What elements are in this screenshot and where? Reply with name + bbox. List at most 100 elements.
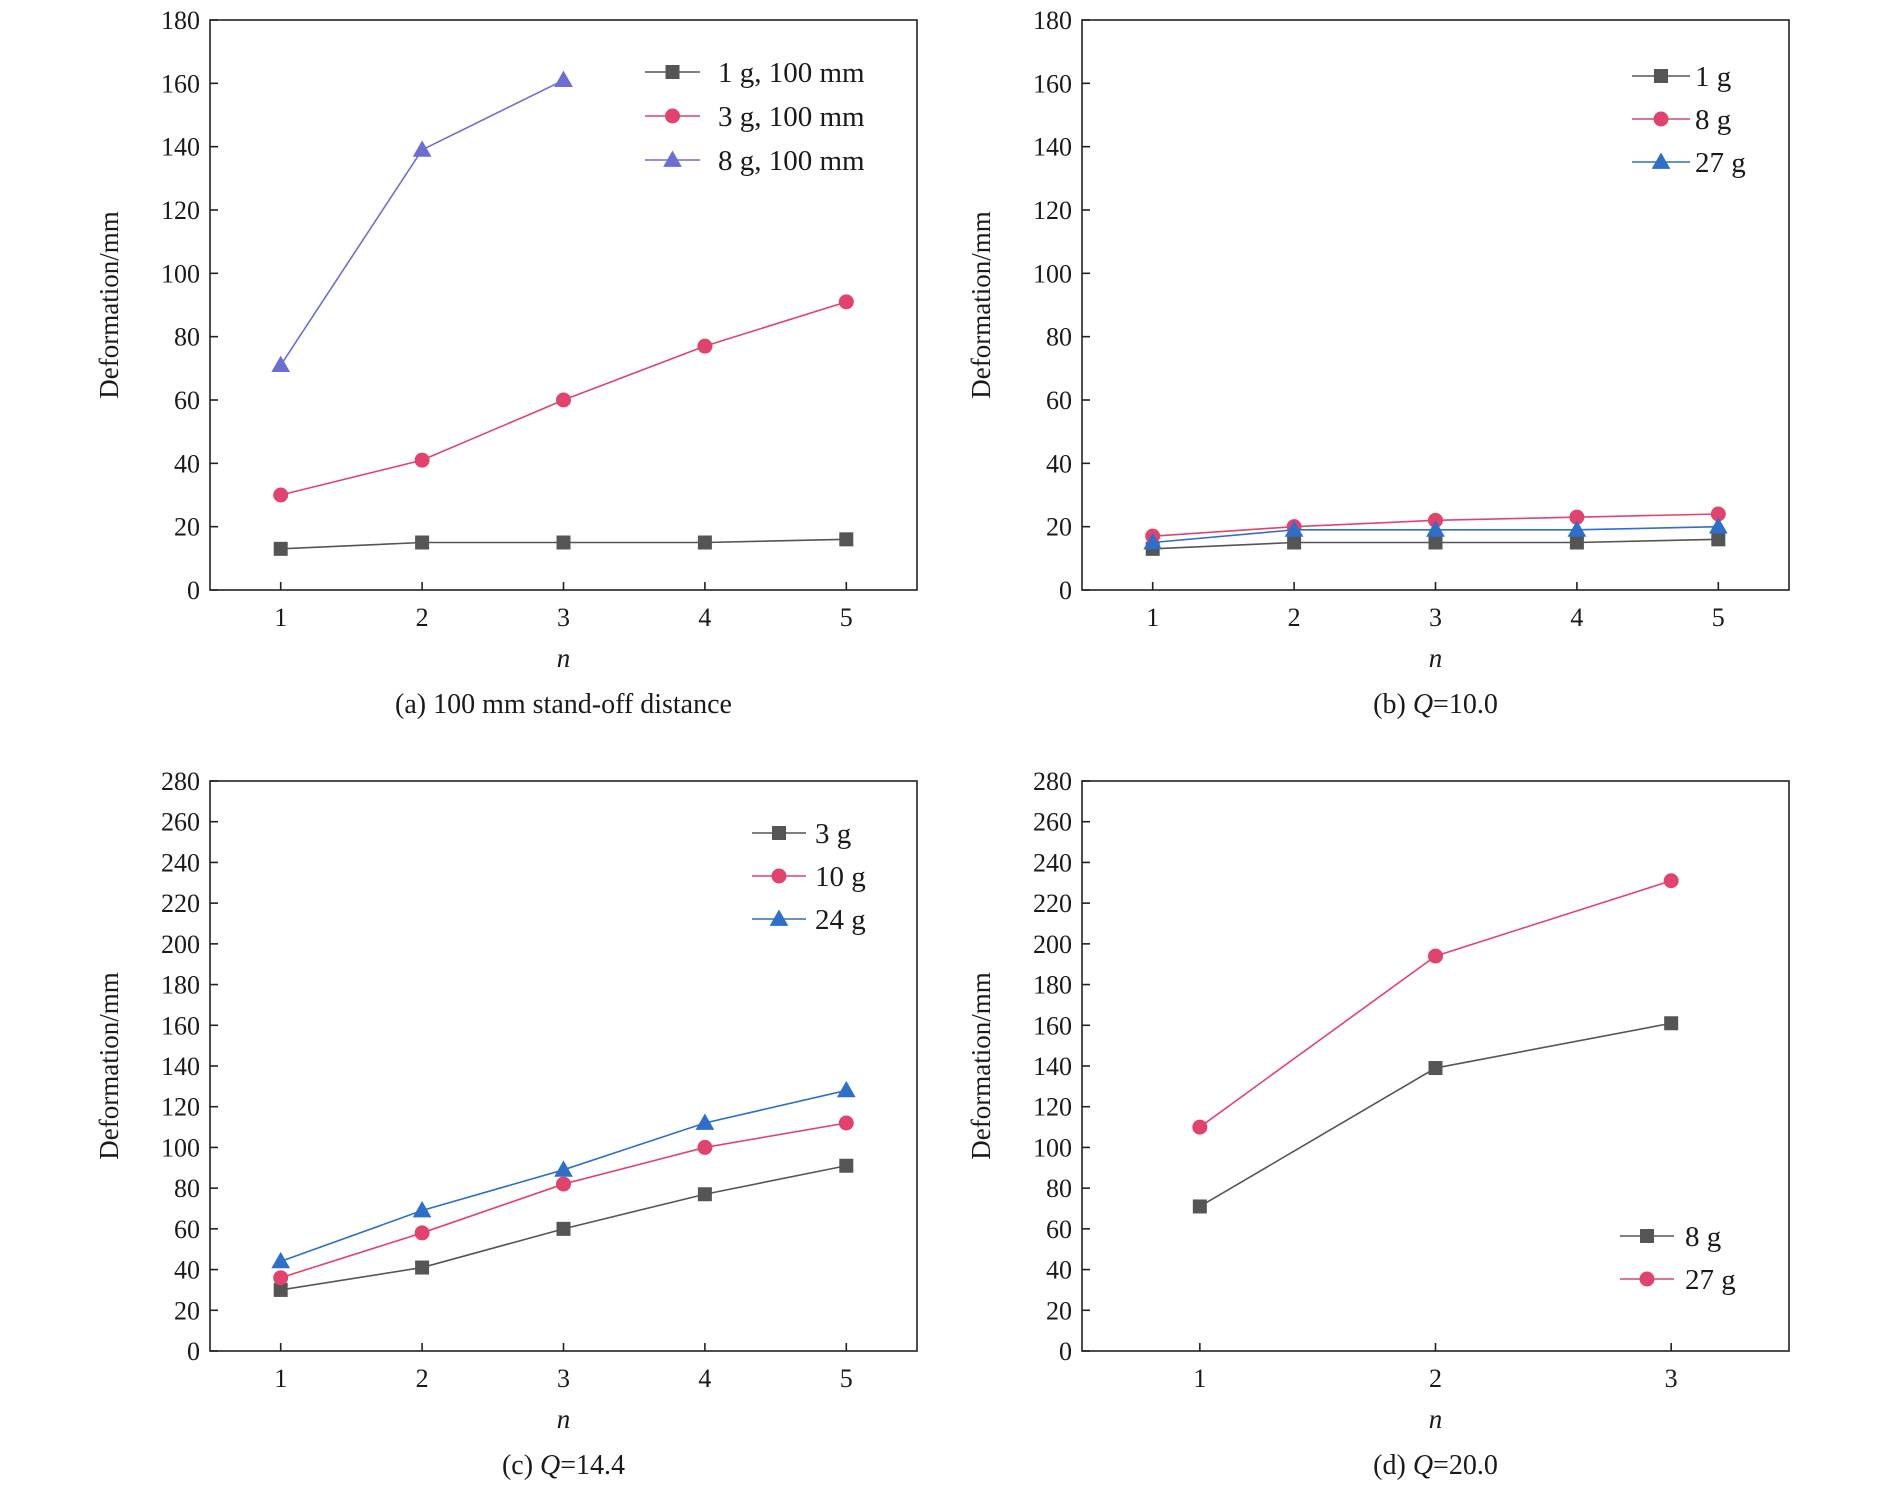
y-tick-label: 180	[1033, 971, 1072, 1000]
legend-marker	[769, 909, 789, 926]
x-tick-label: 2	[1288, 603, 1301, 632]
y-tick-label: 100	[161, 1133, 200, 1162]
legend-label: 1 g	[1695, 61, 1731, 93]
legend: 8 g 27 g	[1620, 1221, 1736, 1296]
plot-frame	[1081, 19, 1790, 591]
data-point	[414, 452, 430, 468]
legend-label: 27 g	[1685, 1264, 1736, 1296]
legend-marker	[1653, 111, 1669, 127]
x-tick-label: 3	[1429, 603, 1442, 632]
series-line	[1199, 1022, 1672, 1208]
legend: 3 g 10 g 24 g	[752, 818, 866, 936]
data-point	[838, 1115, 854, 1131]
legend-marker	[663, 150, 682, 167]
series-d-1	[1192, 1016, 1679, 1214]
data-point	[697, 1187, 712, 1202]
y-tick-label: 160	[1033, 69, 1072, 98]
y-tick-label: 180	[161, 6, 200, 35]
y-tick-label: 40	[174, 1256, 200, 1285]
data-point	[839, 532, 854, 547]
data-point	[697, 338, 713, 354]
y-tick-label: 100	[161, 259, 200, 288]
legend-label: 8 g, 100 mm	[718, 145, 865, 177]
plot-frame	[209, 780, 918, 1352]
legend-marker	[665, 108, 680, 124]
data-point	[415, 1260, 430, 1275]
panel-caption: (d) Q=20.0	[1373, 1450, 1498, 1481]
y-tick-label: 60	[1046, 1215, 1072, 1244]
y-tick-label: 160	[1033, 1011, 1072, 1040]
y-tick-label: 40	[174, 449, 200, 478]
x-tick-label: 2	[416, 1364, 429, 1393]
series-a-2	[273, 294, 854, 503]
legend-label: 8 g	[1685, 1221, 1721, 1253]
data-point	[1663, 873, 1679, 889]
y-tick-label: 180	[161, 971, 200, 1000]
legend-marker	[1639, 1271, 1655, 1287]
series-c-1	[273, 1158, 854, 1297]
y-tick-label: 100	[1033, 1133, 1072, 1162]
data-point	[1143, 532, 1163, 550]
data-point	[556, 1221, 571, 1236]
data-point	[838, 294, 854, 310]
panel-caption: (c) Q=14.4	[502, 1450, 625, 1481]
y-tick-label: 20	[1046, 1296, 1072, 1325]
data-point	[1567, 520, 1587, 537]
x-tick-label: 1	[274, 1364, 287, 1393]
y-axis-label: Deformation/mm	[966, 211, 996, 398]
y-tick-label: 260	[1033, 808, 1072, 837]
legend-marker	[771, 868, 787, 884]
x-axis-label: n	[1429, 643, 1443, 673]
y-tick-label: 160	[161, 69, 200, 98]
data-point	[697, 535, 712, 550]
series-c-2	[273, 1115, 854, 1286]
x-tick-label: 4	[698, 1364, 711, 1393]
legend-label: 24 g	[815, 904, 866, 936]
data-point	[836, 1080, 856, 1098]
data-point	[1569, 535, 1584, 550]
y-tick-label: 160	[161, 1011, 200, 1040]
y-tick-label: 180	[1033, 6, 1072, 35]
data-point	[1287, 535, 1302, 550]
panel-c: 0 20 40 60 80 100 120 140 160 180 200 220 240 260 280 1…	[94, 767, 918, 1481]
x-axis-label: n	[557, 1404, 571, 1434]
y-tick-label: 220	[1033, 889, 1072, 918]
y-tick-label: 140	[161, 133, 200, 162]
y-tick-label: 240	[1033, 848, 1072, 877]
legend: 1 g, 100 mm 3 g, 100 mm 8 g, 100 mm	[645, 57, 865, 177]
y-tick-label: 140	[161, 1052, 200, 1081]
data-point	[273, 1270, 289, 1286]
x-tick-label: 1	[1193, 1364, 1206, 1393]
y-tick-label: 120	[161, 196, 200, 225]
series-a-1	[273, 532, 854, 556]
legend: 1 g 8 g 27 g	[1632, 61, 1746, 179]
data-point	[412, 140, 432, 157]
data-point	[1711, 532, 1726, 547]
series-line	[280, 1122, 847, 1279]
y-tick-label: 120	[161, 1093, 200, 1122]
series-d-2	[1192, 873, 1679, 1135]
data-point	[1428, 1061, 1443, 1076]
y-tick-label: 20	[174, 513, 200, 542]
x-tick-label: 4	[698, 603, 711, 632]
data-point	[554, 70, 573, 88]
data-point	[695, 1113, 715, 1130]
x-axis-label: n	[1429, 1404, 1443, 1434]
x-tick-label: 4	[1570, 603, 1583, 632]
x-tick-label: 5	[1712, 603, 1725, 632]
y-tick-label: 260	[161, 808, 200, 837]
data-point	[273, 541, 288, 556]
x-tick-label: 3	[1665, 1364, 1678, 1393]
panel-caption: (b) Q=10.0	[1373, 689, 1498, 720]
data-point	[839, 1158, 854, 1173]
data-point	[556, 535, 571, 550]
y-tick-label: 220	[161, 889, 200, 918]
x-tick-label: 2	[416, 603, 429, 632]
series-line	[280, 79, 564, 366]
legend-label: 3 g, 100 mm	[718, 101, 865, 133]
legend-marker	[772, 826, 786, 840]
y-tick-label: 80	[174, 1174, 200, 1203]
y-tick-label: 60	[174, 1215, 200, 1244]
data-point	[273, 1282, 288, 1297]
